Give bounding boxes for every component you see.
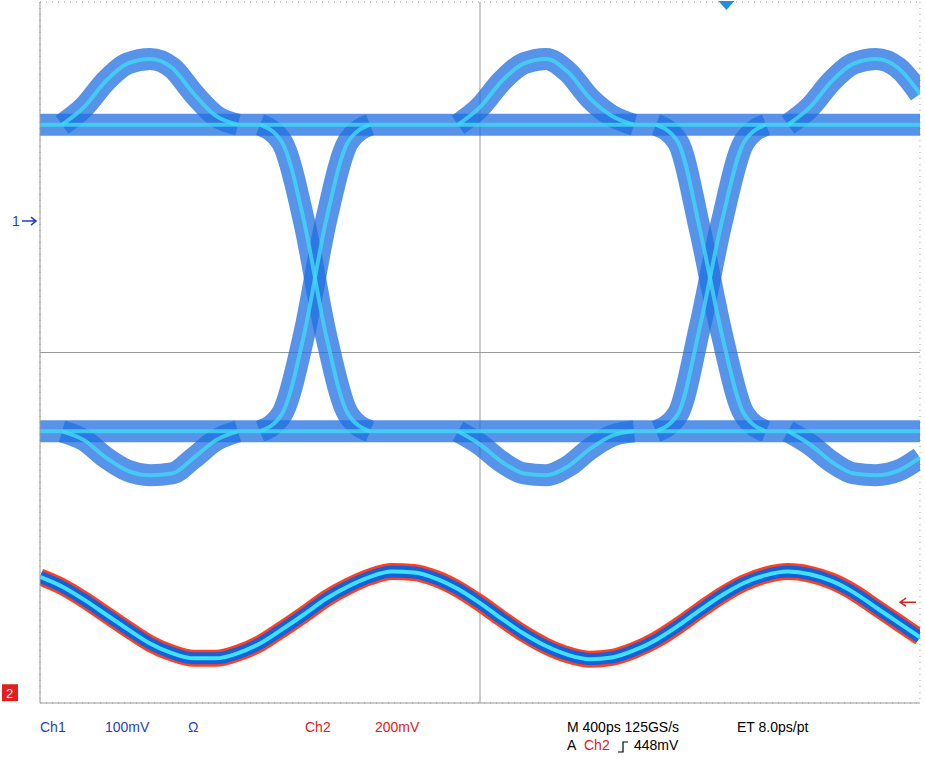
html-text:Ch2: Ch2 (584, 737, 610, 753)
svg-text:1: 1 (12, 213, 20, 229)
html-text:448mV: 448mV (634, 737, 679, 753)
html-text:A: A (567, 737, 577, 753)
svg-text:2: 2 (6, 686, 13, 701)
html-text:ET 8.0ps/pt: ET 8.0ps/pt (737, 719, 809, 735)
html-text:Ω: Ω (188, 719, 199, 735)
html-text:100mV: 100mV (105, 719, 150, 735)
html-text:M 400ps 125GS/s: M 400ps 125GS/s (567, 719, 680, 735)
html-text:200mV: 200mV (375, 719, 420, 735)
html-text:Ch2: Ch2 (305, 719, 331, 735)
html-text:Ch1: Ch1 (40, 719, 66, 735)
